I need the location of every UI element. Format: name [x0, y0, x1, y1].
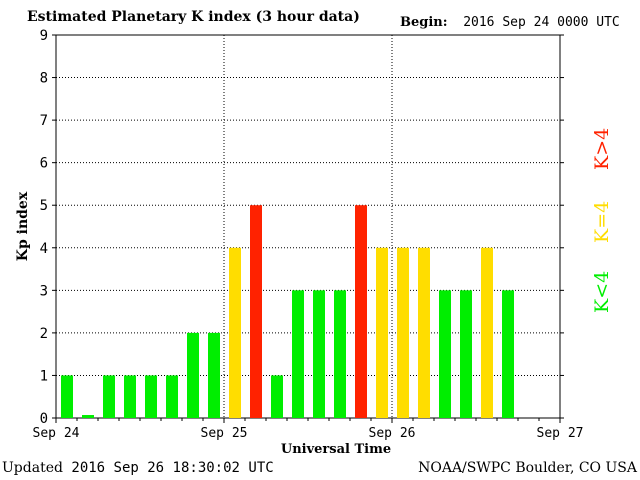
- kp-bar: [82, 415, 94, 418]
- kp-bar: [439, 290, 451, 418]
- x-tick-label: Sep 27: [537, 426, 584, 441]
- kp-bar: [187, 332, 199, 418]
- updated-info: Updated 2016 Sep 26 18:30:02 UTC: [2, 460, 274, 476]
- kp-bar: [250, 205, 262, 418]
- kp-bar: [61, 375, 73, 418]
- kp-bar: [313, 290, 325, 418]
- kp-bar: [124, 375, 136, 418]
- kp-bar: [229, 247, 241, 418]
- x-tick-label: Sep 25: [201, 426, 248, 441]
- kp-bar: [166, 375, 178, 418]
- kp-bar: [292, 290, 304, 418]
- y-tick-label: 7: [40, 113, 48, 129]
- x-tick-label: Sep 24: [33, 426, 80, 441]
- y-tick-label: 2: [40, 326, 48, 342]
- kp-bar: [397, 247, 409, 418]
- begin-label: Begin:: [400, 15, 448, 30]
- kp-bar: [502, 290, 514, 418]
- y-tick-label: 1: [40, 368, 48, 384]
- y-tick-label: 9: [40, 28, 48, 44]
- begin-value: 2016 Sep 24 0000 UTC: [463, 15, 620, 30]
- y-tick-label: 4: [40, 241, 48, 257]
- kp-bar: [418, 247, 430, 418]
- updated-value: 2016 Sep 26 18:30:02 UTC: [71, 460, 274, 476]
- y-tick-label: 0: [40, 411, 48, 427]
- x-tick-label: Sep 26: [369, 426, 416, 441]
- legend-red-label: K>4: [591, 127, 613, 170]
- kp-bar: [334, 290, 346, 418]
- y-tick-label: 8: [40, 71, 48, 87]
- legend-yellow-label: K=4: [591, 200, 613, 243]
- y-tick-label: 3: [40, 283, 48, 299]
- kp-bar: [271, 375, 283, 418]
- kp-bar: [355, 205, 367, 418]
- credit-text: NOAA/SWPC Boulder, CO USA: [418, 460, 637, 476]
- begin-info: Begin: 2016 Sep 24 0000 UTC: [400, 15, 620, 30]
- legend-green-label: K<4: [591, 270, 613, 313]
- chart-title: Estimated Planetary K index (3 hour data…: [27, 9, 360, 25]
- kp-bar: [460, 290, 472, 418]
- y-tick-label: 6: [40, 156, 48, 172]
- kp-bar: [208, 332, 220, 418]
- updated-label: Updated: [2, 460, 63, 476]
- y-tick-label: 5: [40, 198, 48, 214]
- y-axis-label: Kp index: [15, 191, 31, 261]
- kp-bar: [481, 247, 493, 418]
- x-axis-label: Universal Time: [281, 442, 391, 457]
- kp-bar: [376, 247, 388, 418]
- kp-bar: [145, 375, 157, 418]
- kp-bar: [103, 375, 115, 418]
